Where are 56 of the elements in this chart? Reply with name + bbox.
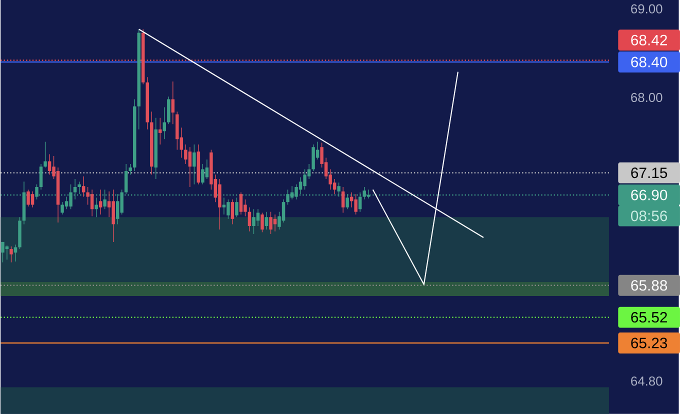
text: 08:56 — [631, 210, 668, 222]
candlestick — [230, 199, 234, 225]
candlestick — [269, 212, 272, 234]
candlestick — [30, 191, 34, 208]
candlestick — [222, 197, 226, 215]
candlestick — [86, 186, 90, 206]
candlestick — [264, 212, 268, 230]
candlestick — [260, 212, 264, 233]
candlestick — [39, 164, 43, 190]
candlestick — [82, 176, 86, 198]
y-tick-label: 68.00 — [631, 92, 662, 102]
candlestick — [158, 118, 162, 145]
ref-line-label: 67.15 — [631, 168, 668, 178]
candlestick — [252, 208, 256, 234]
candlestick — [48, 154, 52, 175]
candlestick — [64, 196, 68, 210]
candlestick — [201, 164, 204, 185]
candlestick — [239, 192, 243, 215]
ref-line-label: 66.90 — [631, 190, 668, 200]
candlestick — [10, 246, 13, 263]
candlestick — [60, 202, 64, 215]
candlestick — [44, 141, 47, 168]
ref-line-label: 65.52 — [631, 312, 667, 323]
candlestick — [98, 189, 102, 215]
candlestick — [188, 146, 192, 188]
candlestick — [112, 189, 115, 242]
ref-line-label: 68.42 — [631, 34, 667, 46]
candlestick — [1, 242, 4, 263]
candlestick — [205, 159, 209, 180]
candlestick — [128, 164, 132, 175]
candlestick — [248, 207, 252, 232]
candlestick — [94, 197, 98, 218]
ref-line-label: 68.40 — [631, 56, 668, 68]
candlestick — [124, 164, 128, 194]
candlestick — [332, 178, 336, 194]
candlestick — [282, 199, 286, 223]
candlestick — [192, 144, 196, 185]
candlestick — [167, 96, 170, 124]
candlestick — [90, 189, 94, 217]
candlestick — [171, 81, 175, 124]
candlestick — [350, 192, 354, 208]
candlestick — [235, 197, 238, 218]
candlestick — [303, 168, 306, 190]
candlestick — [226, 199, 230, 220]
y-tick-label: 69.00 — [631, 4, 662, 14]
candlestick — [341, 186, 345, 214]
ref-line-label: 65.88 — [631, 280, 668, 291]
ref-line-label: 65.23 — [631, 338, 668, 348]
candlestick — [218, 178, 222, 230]
candlestick — [78, 181, 81, 194]
candlestick — [354, 194, 358, 215]
candlestick — [312, 144, 315, 172]
candlestick — [184, 144, 188, 164]
candlestick — [26, 189, 30, 207]
candlestick — [256, 208, 260, 226]
y-tick-label: 64.80 — [631, 376, 662, 386]
